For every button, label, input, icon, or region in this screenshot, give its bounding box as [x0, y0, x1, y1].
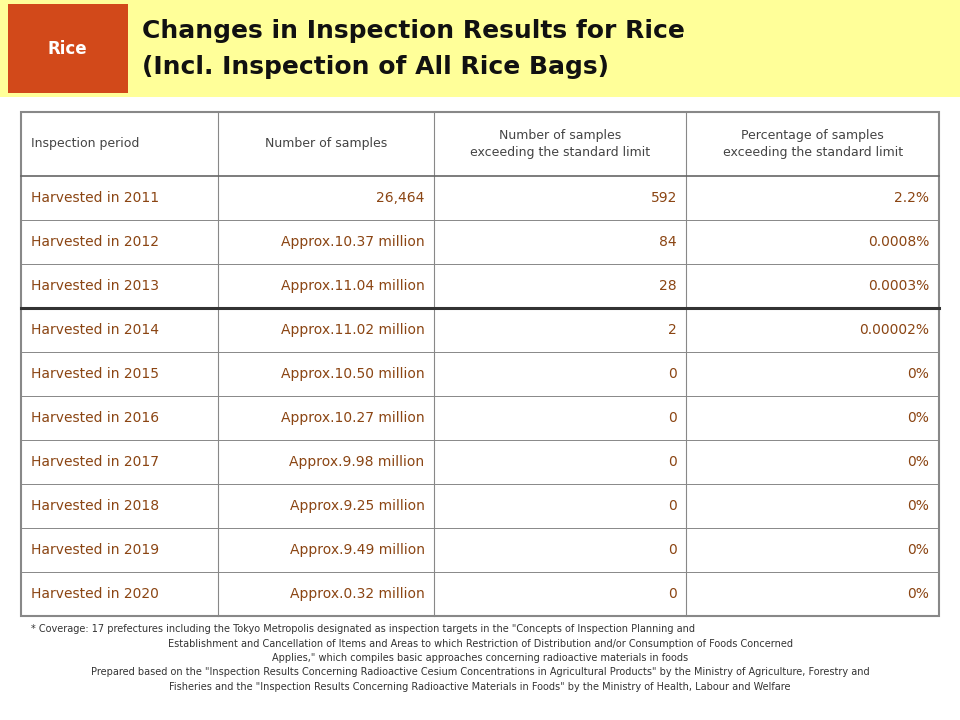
Text: 0%: 0%	[907, 367, 929, 381]
Text: 0%: 0%	[907, 411, 929, 425]
Text: 0: 0	[668, 499, 677, 513]
Text: Changes in Inspection Results for Rice: Changes in Inspection Results for Rice	[142, 19, 684, 42]
Text: 0.0003%: 0.0003%	[868, 279, 929, 293]
Text: 0.0008%: 0.0008%	[868, 235, 929, 249]
Text: 592: 592	[651, 191, 677, 205]
Text: 84: 84	[660, 235, 677, 249]
Text: Approx.10.50 million: Approx.10.50 million	[281, 367, 424, 381]
Text: Inspection period: Inspection period	[31, 138, 139, 150]
Text: Harvested in 2018: Harvested in 2018	[31, 499, 158, 513]
Text: Approx.9.98 million: Approx.9.98 million	[289, 455, 424, 469]
Text: 2.2%: 2.2%	[895, 191, 929, 205]
Text: Harvested in 2011: Harvested in 2011	[31, 191, 158, 205]
Text: Applies," which compiles basic approaches concerning radioactive materials in fo: Applies," which compiles basic approache…	[272, 653, 688, 663]
Text: Percentage of samples
exceeding the standard limit: Percentage of samples exceeding the stan…	[723, 129, 902, 159]
Text: 0%: 0%	[907, 543, 929, 557]
Text: 0%: 0%	[907, 499, 929, 513]
Text: Prepared based on the "Inspection Results Concerning Radioactive Cesium Concentr: Prepared based on the "Inspection Result…	[90, 667, 870, 678]
Text: 0.00002%: 0.00002%	[859, 323, 929, 337]
Text: Harvested in 2017: Harvested in 2017	[31, 455, 158, 469]
Text: Establishment and Cancellation of Items and Areas to which Restriction of Distri: Establishment and Cancellation of Items …	[167, 639, 793, 649]
Text: Approx.11.02 million: Approx.11.02 million	[280, 323, 424, 337]
Text: 0: 0	[668, 367, 677, 381]
Text: 0: 0	[668, 587, 677, 600]
Text: Harvested in 2019: Harvested in 2019	[31, 543, 158, 557]
Text: Approx.10.37 million: Approx.10.37 million	[281, 235, 424, 249]
Text: 26,464: 26,464	[376, 191, 424, 205]
Text: Number of samples
exceeding the standard limit: Number of samples exceeding the standard…	[470, 129, 650, 159]
Text: Approx.11.04 million: Approx.11.04 million	[280, 279, 424, 293]
Text: 2: 2	[668, 323, 677, 337]
Text: Fisheries and the "Inspection Results Concerning Radioactive Materials in Foods": Fisheries and the "Inspection Results Co…	[169, 682, 791, 692]
Text: Harvested in 2014: Harvested in 2014	[31, 323, 158, 337]
Text: Harvested in 2012: Harvested in 2012	[31, 235, 158, 249]
Text: Harvested in 2015: Harvested in 2015	[31, 367, 158, 381]
Text: (Incl. Inspection of All Rice Bags): (Incl. Inspection of All Rice Bags)	[142, 55, 609, 78]
Text: 0%: 0%	[907, 455, 929, 469]
Text: Rice: Rice	[48, 40, 87, 58]
Text: 0: 0	[668, 543, 677, 557]
Text: 0%: 0%	[907, 587, 929, 600]
Text: 28: 28	[660, 279, 677, 293]
Text: Harvested in 2016: Harvested in 2016	[31, 411, 158, 425]
Text: Harvested in 2020: Harvested in 2020	[31, 587, 158, 600]
Text: Approx.0.32 million: Approx.0.32 million	[290, 587, 424, 600]
Text: Approx.9.25 million: Approx.9.25 million	[290, 499, 424, 513]
Text: Number of samples: Number of samples	[265, 138, 388, 150]
Text: 0: 0	[668, 411, 677, 425]
Text: Harvested in 2013: Harvested in 2013	[31, 279, 158, 293]
Text: Approx.10.27 million: Approx.10.27 million	[281, 411, 424, 425]
Text: Approx.9.49 million: Approx.9.49 million	[290, 543, 424, 557]
Text: * Coverage: 17 prefectures including the Tokyo Metropolis designated as inspecti: * Coverage: 17 prefectures including the…	[31, 624, 695, 634]
Text: 0: 0	[668, 455, 677, 469]
